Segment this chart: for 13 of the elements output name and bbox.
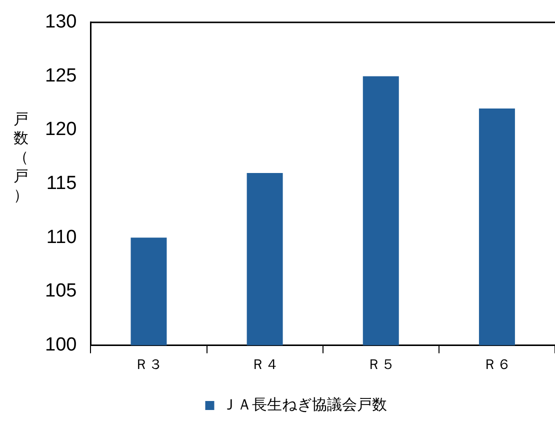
y-tick-label: 130 (45, 12, 77, 33)
y-tick-label: 120 (45, 119, 77, 140)
legend-label: ＪＡ長生ねぎ協議会戸数 (222, 395, 387, 414)
x-tick-label: Ｒ６ (482, 357, 511, 374)
x-tick-label: Ｒ５ (366, 357, 395, 374)
y-tick-label: 105 (45, 280, 77, 302)
y-tick-label: 110 (46, 226, 77, 248)
y-tick-label: 125 (45, 65, 77, 86)
x-tick-label: Ｒ３ (134, 357, 163, 374)
y-tick-label: 100 (45, 334, 77, 356)
x-tick-label: Ｒ４ (250, 357, 279, 374)
y-tick-label: 115 (46, 173, 77, 194)
y-axis-title: 戸数（戸） (12, 110, 30, 205)
